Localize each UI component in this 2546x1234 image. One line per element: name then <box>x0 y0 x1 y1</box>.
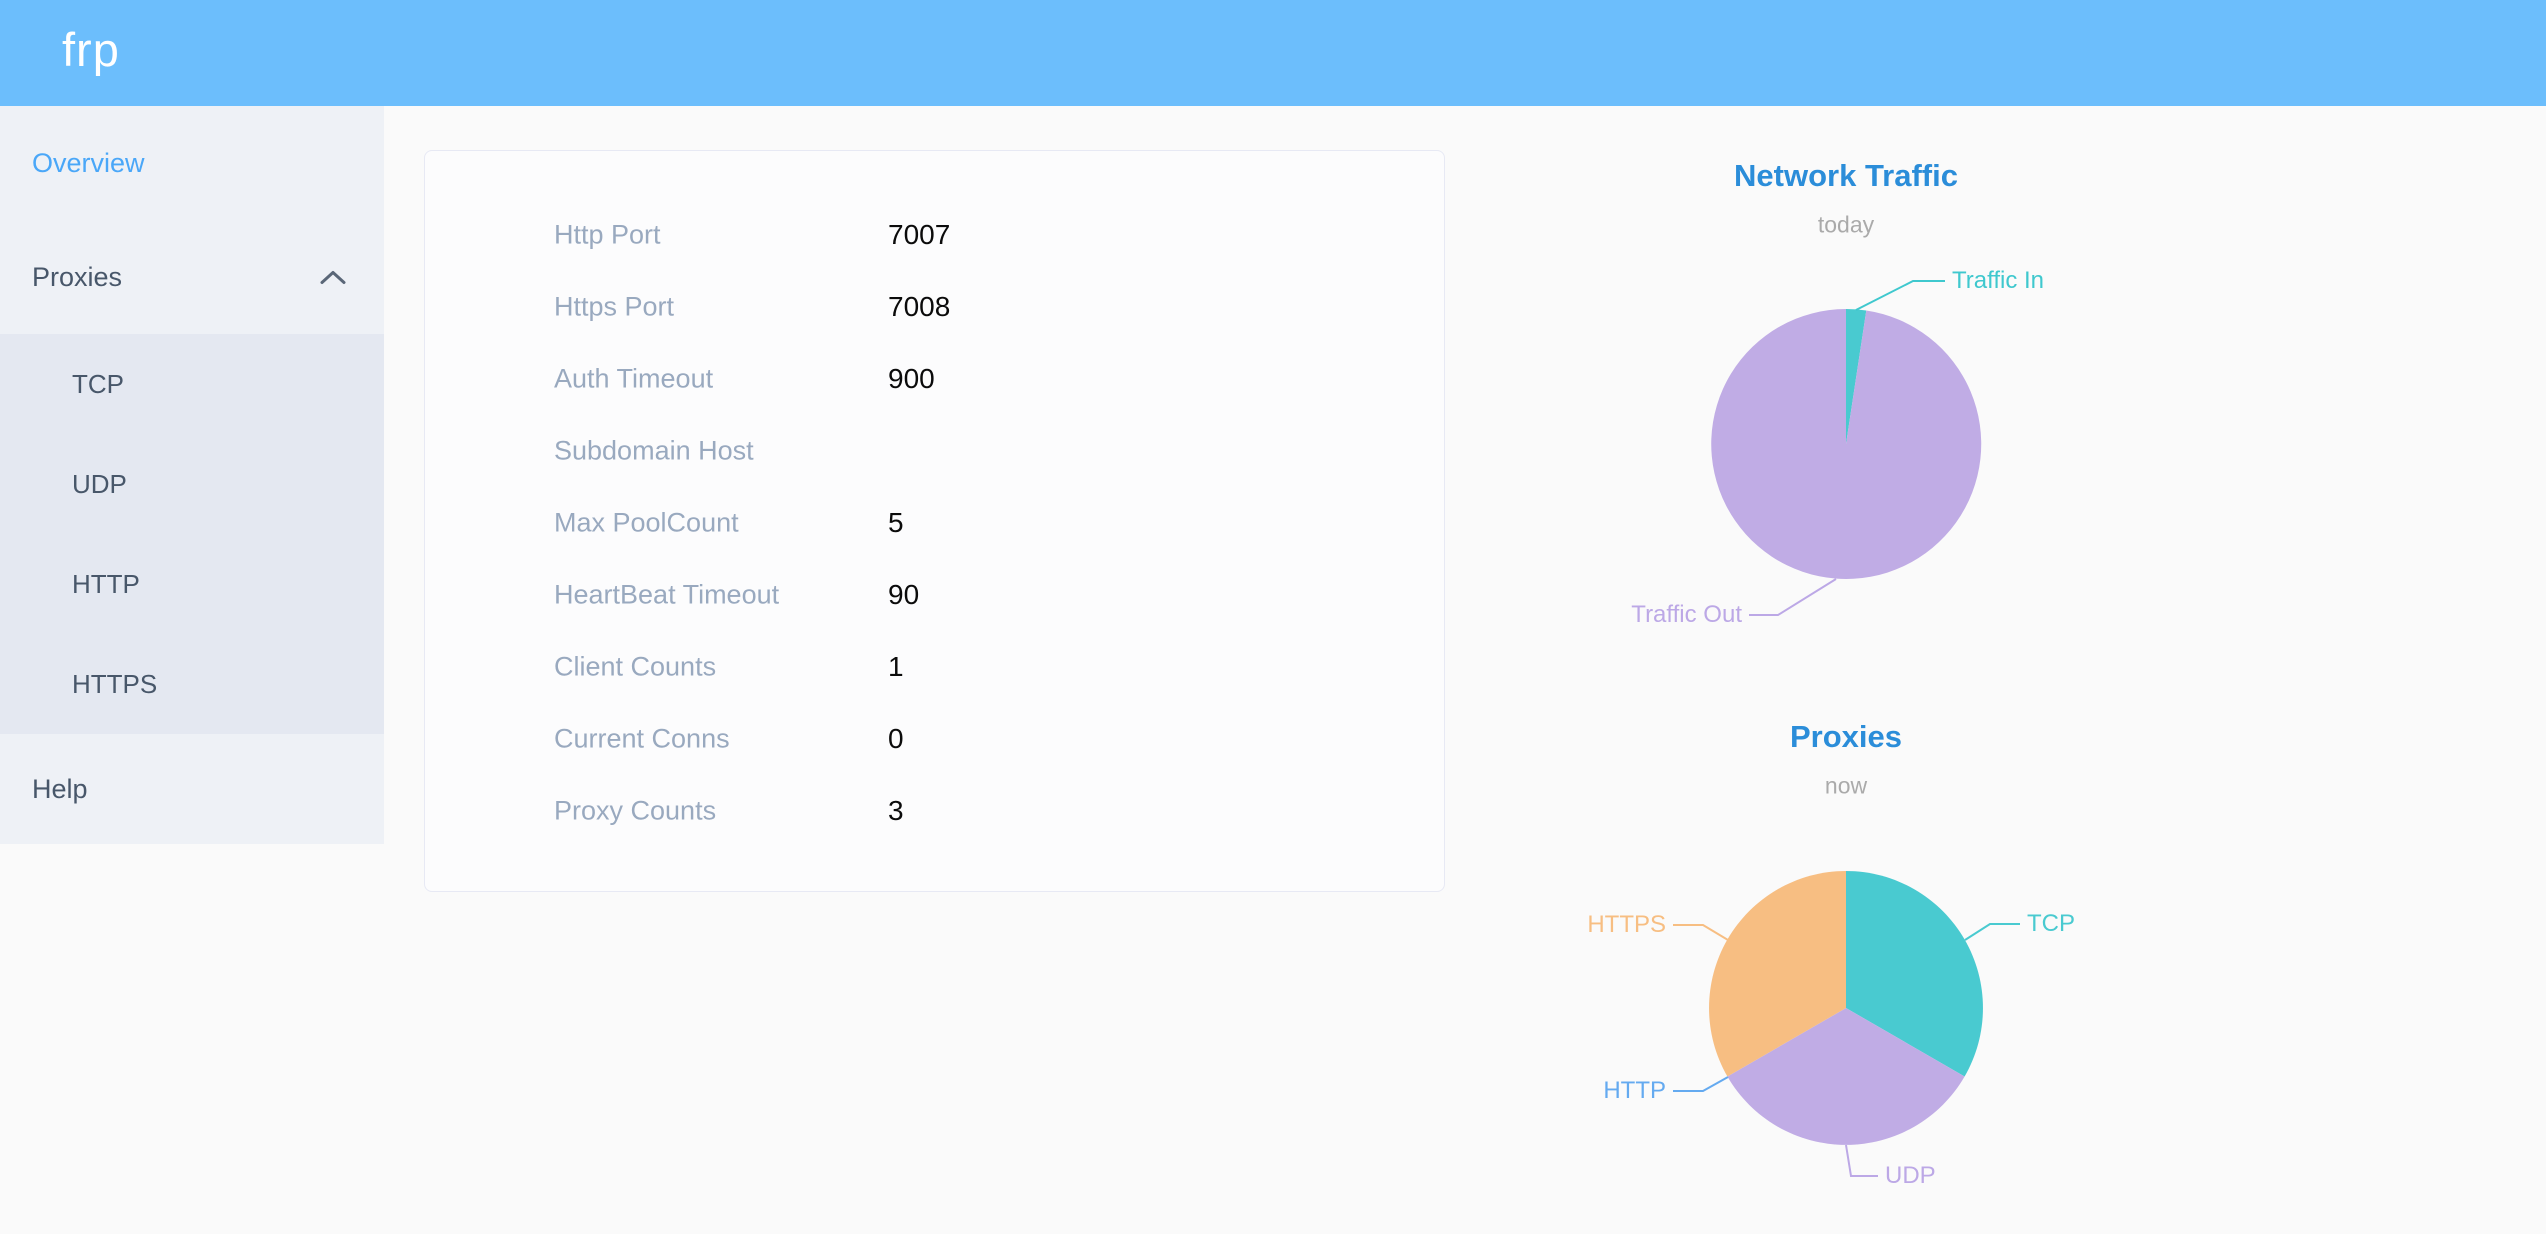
pie-slice-udp[interactable] <box>1727 1008 1965 1145</box>
sidebar-item-help-label: Help <box>32 773 88 804</box>
sidebar-item-overview-label: Overview <box>32 147 145 178</box>
sidebar-item-proxies[interactable]: Proxies <box>0 220 384 334</box>
config-label: Client Counts <box>554 651 717 682</box>
pie-label-https: HTTPS <box>1587 911 1666 938</box>
proxies-chart-subtitle: now <box>1824 772 1868 799</box>
config-label: Proxy Counts <box>554 795 717 826</box>
server-info-card: Http Port 7007 Https Port 7008 Auth Time… <box>424 150 1445 892</box>
sidebar-submenu-proxies: TCP UDP HTTP HTTPS <box>0 334 384 734</box>
pie-slice-https[interactable] <box>1709 871 1846 1077</box>
config-value: 7008 <box>888 291 951 322</box>
pie-label-line-traffic-in <box>1855 280 1945 311</box>
config-row-client-counts: Client Counts 1 <box>425 631 1444 703</box>
config-label: Current Conns <box>554 723 730 754</box>
config-row-auth-timeout: Auth Timeout 900 <box>425 343 1444 415</box>
sidebar-item-http[interactable]: HTTP <box>0 534 384 634</box>
config-value: 5 <box>888 507 904 538</box>
sidebar-item-https[interactable]: HTTPS <box>0 634 384 734</box>
config-row-max-poolcount: Max PoolCount 5 <box>425 487 1444 559</box>
app-header: frp <box>0 0 2546 106</box>
config-value: 1 <box>888 651 904 682</box>
pie-label-line-udp <box>1845 1144 1878 1177</box>
sidebar-item-tcp[interactable]: TCP <box>0 334 384 434</box>
sidebar: Overview Proxies TCP UDP HTTP HTTPS Help <box>0 106 384 844</box>
config-label: Https Port <box>554 291 675 322</box>
pie-slice-traffic-in[interactable] <box>1846 308 1867 444</box>
pie-label-line-traffic-out <box>1749 578 1837 616</box>
config-label: HeartBeat Timeout <box>554 579 780 610</box>
pie-label-traffic-in: Traffic In <box>1952 267 2045 294</box>
pie-label-udp: UDP <box>1885 1162 1936 1189</box>
pie-label-traffic-out: Traffic Out <box>1631 601 1742 628</box>
network-traffic-chart-subtitle: today <box>1817 211 1875 238</box>
config-row-subdomain-host: Subdomain Host <box>425 415 1444 487</box>
config-row-https-port: Https Port 7008 <box>425 271 1444 343</box>
sidebar-item-overview[interactable]: Overview <box>0 106 384 220</box>
sidebar-item-http-label: HTTP <box>72 568 140 599</box>
config-value: 3 <box>888 795 904 826</box>
config-row-proxy-counts: Proxy Counts 3 <box>425 775 1444 847</box>
pie-label-line-tcp <box>1964 923 2020 941</box>
pie-label-http: HTTP <box>1603 1077 1666 1104</box>
pie-slice-tcp[interactable] <box>1846 871 1983 1077</box>
config-value: 0 <box>888 723 904 754</box>
sidebar-item-udp-label: UDP <box>72 468 127 499</box>
config-row-heartbeat-timeout: HeartBeat Timeout 90 <box>425 559 1444 631</box>
config-row-http-port: Http Port 7007 <box>425 199 1444 271</box>
config-label: Auth Timeout <box>554 363 714 394</box>
config-label: Max PoolCount <box>554 507 739 538</box>
network-traffic-chart-title: Network Traffic <box>1734 158 1958 193</box>
config-label: Subdomain Host <box>554 435 754 466</box>
config-row-current-conns: Current Conns 0 <box>425 703 1444 775</box>
config-value: 90 <box>888 579 920 610</box>
config-label: Http Port <box>554 219 661 250</box>
sidebar-item-udp[interactable]: UDP <box>0 434 384 534</box>
sidebar-item-https-label: HTTPS <box>72 668 158 699</box>
pie-slice-traffic-out[interactable] <box>1711 309 1982 579</box>
pie-label-line-https <box>1673 924 1729 941</box>
sidebar-item-proxies-label: Proxies <box>32 261 123 292</box>
proxies-chart-title: Proxies <box>1789 719 1903 754</box>
sidebar-item-help[interactable]: Help <box>0 734 384 844</box>
sidebar-item-tcp-label: TCP <box>72 368 124 399</box>
frp-logo: frp <box>62 22 120 76</box>
pie-label-line-http <box>1673 1076 1729 1092</box>
pie-label-tcp: TCP <box>2027 910 2075 937</box>
config-value: 7007 <box>888 219 951 250</box>
config-value: 900 <box>888 363 935 394</box>
chevron-up-icon <box>320 262 346 293</box>
